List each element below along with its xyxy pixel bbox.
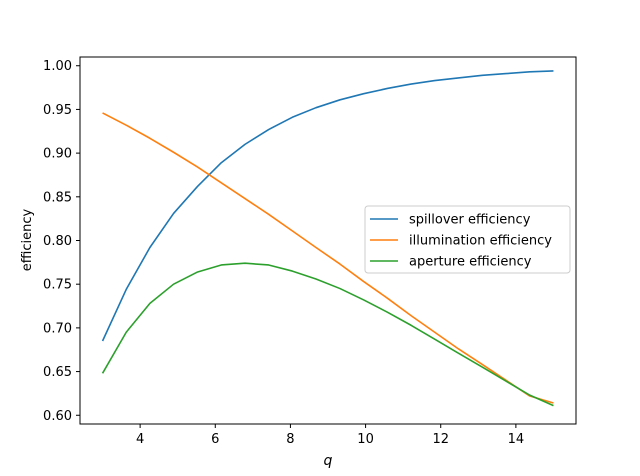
legend-label-illumination: illumination efficiency	[409, 234, 552, 249]
legend-entries: spillover efficiency illumination efficie…	[370, 213, 552, 270]
x-tick-label: 14	[508, 432, 525, 447]
legend-label-spillover: spillover efficiency	[409, 213, 531, 228]
x-axis: 4 6 8 10 12 14	[136, 424, 524, 447]
y-tick-label: 0.90	[43, 147, 72, 162]
x-tick-label: 10	[357, 432, 374, 447]
y-axis: 0.60 0.65 0.70 0.75 0.80 0.85 0.90 0.95 1.00	[43, 59, 80, 424]
legend-frame	[364, 205, 571, 274]
x-tick-label: 6	[211, 432, 219, 447]
x-tick-label: 4	[136, 432, 144, 447]
y-axis-label: efficiency	[20, 208, 35, 271]
y-tick-label: 0.85	[43, 190, 72, 205]
legend: spillover efficiency illumination efficie…	[364, 205, 571, 274]
y-tick-label: 0.95	[43, 103, 72, 118]
x-tick-label: 8	[286, 432, 294, 447]
spillover-efficiency-line	[101, 70, 554, 342]
y-tick-label: 0.75	[43, 278, 72, 293]
y-tick-label: 1.00	[43, 59, 72, 74]
series-layer	[101, 70, 554, 407]
y-tick-label: 0.60	[43, 409, 72, 424]
illumination-efficiency-line	[102, 112, 554, 404]
y-tick-label: 0.80	[43, 234, 72, 249]
aperture-efficiency-line	[101, 262, 554, 407]
x-tick-label: 12	[432, 432, 449, 447]
legend-label-aperture: aperture efficiency	[409, 255, 532, 270]
y-tick-label: 0.65	[43, 365, 72, 380]
y-tick-label: 0.70	[43, 321, 72, 336]
x-axis-label: q	[324, 453, 333, 469]
